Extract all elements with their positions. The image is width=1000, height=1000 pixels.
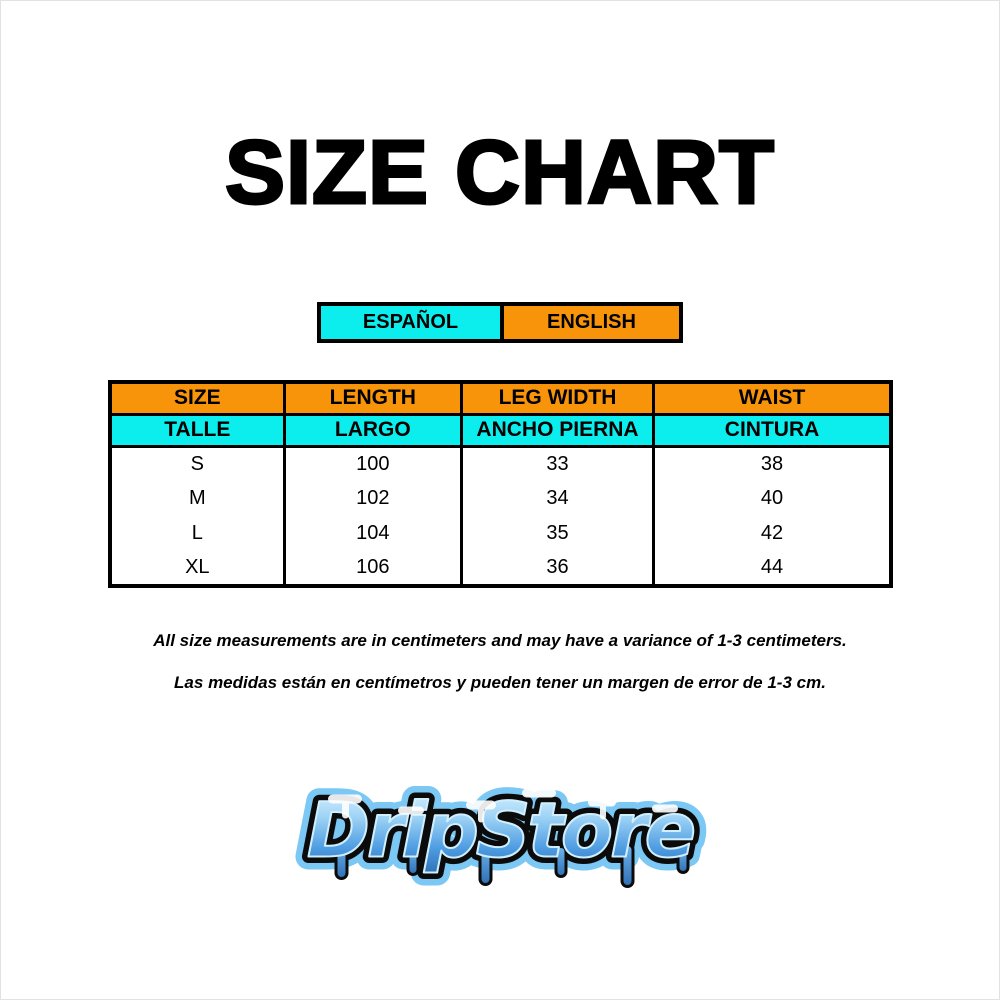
disclaimer-english: All size measurements are in centimeters… [153,631,847,650]
cell-length: 104 [282,516,463,551]
cell-length: 102 [282,481,463,516]
table-header-row-english: SIZE LENGTH LEG WIDTH WAIST [108,380,893,416]
table-row-s: S 100 33 38 [108,446,893,481]
cell-leg-width: 33 [459,446,656,481]
espanol-tab[interactable]: ESPAÑOL [321,306,500,339]
header-cell-waist: WAIST [652,380,893,416]
table-row-xl: XL 106 36 44 [108,551,893,586]
cell-length: 100 [282,446,463,481]
disclaimer-spanish: Las medidas están en centímetros y puede… [174,673,826,692]
header-cell-size: SIZE [108,380,286,416]
cell-leg-width: 35 [459,516,656,551]
cell-waist: 42 [652,516,893,551]
cell-size: XL [108,551,286,586]
header-cell-leg-width: LEG WIDTH [459,380,656,416]
cell-leg-width: 36 [459,551,656,586]
header-cell-cintura: CINTURA [652,412,893,448]
header-cell-length: LENGTH [282,380,463,416]
language-toggle: ESPAÑOL ENGLISH [317,302,683,343]
cell-size: L [108,516,286,551]
header-cell-ancho-pierna: ANCHO PIERNA [459,412,656,448]
logo-glow-text: DripStore [307,786,694,875]
cell-waist: 38 [652,446,893,481]
size-table: SIZE LENGTH LEG WIDTH WAIST TALLE LARGO … [108,380,893,588]
cell-waist: 40 [652,481,893,516]
logo-outline-text: DripStore [307,786,694,875]
english-tab[interactable]: ENGLISH [500,306,679,339]
cell-size: M [108,481,286,516]
logo-fill-text: DripStore [307,786,694,875]
cell-size: S [108,446,286,481]
table-row-m: M 102 34 40 [108,481,893,516]
cell-length: 106 [282,551,463,586]
cell-waist: 44 [652,551,893,586]
dripstore-logo: DripStore DripStore DripStore [270,752,730,907]
page-title: SIZE CHART [224,123,776,223]
cell-leg-width: 34 [459,481,656,516]
table-header-row-spanish: TALLE LARGO ANCHO PIERNA CINTURA [108,412,893,448]
logo-ice-highlights [328,788,678,823]
header-cell-talle: TALLE [108,412,286,448]
table-row-l: L 104 35 42 [108,516,893,551]
dripstore-logo-svg: DripStore DripStore DripStore [294,773,710,888]
logo-drips [334,841,690,888]
header-cell-largo: LARGO [282,412,463,448]
